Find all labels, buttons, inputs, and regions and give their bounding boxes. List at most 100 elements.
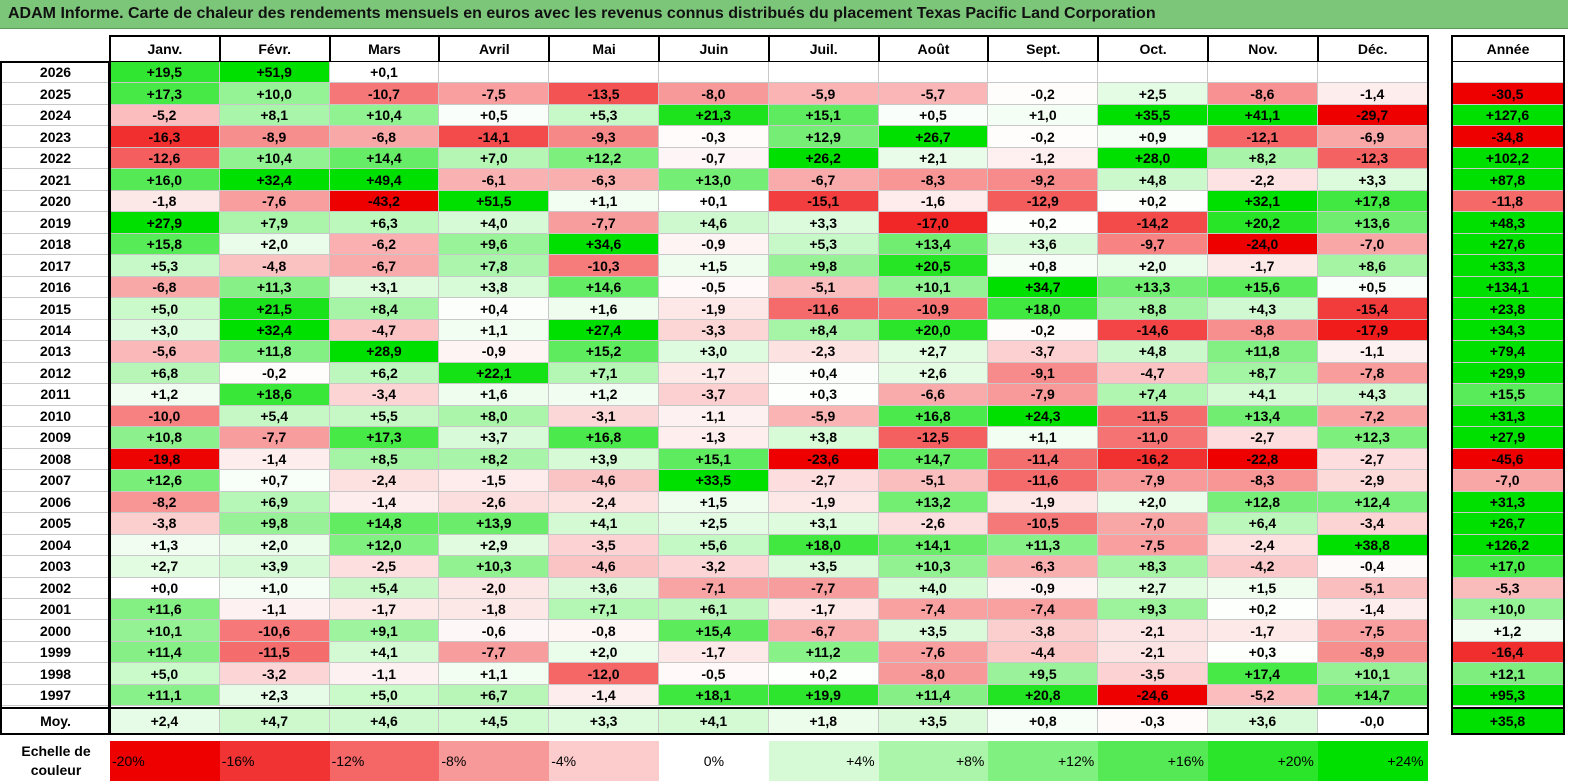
heatmap-cell: +7,9 <box>219 212 330 234</box>
heatmap-cell: +2,5 <box>1098 83 1208 105</box>
heatmap-cell: +5,3 <box>549 104 659 127</box>
month-header: Mars <box>329 36 440 62</box>
year-total-cell: +134,1 <box>1452 276 1564 299</box>
year-total-cell: +12,1 <box>1452 663 1564 685</box>
heatmap-cell: -3,5 <box>549 534 659 557</box>
heatmap-cell: -1,7 <box>768 599 879 621</box>
heatmap-cell: -1,5 <box>439 470 550 492</box>
heatmap-cell: -12,0 <box>549 663 659 685</box>
color-scale-swatch: -20% <box>110 741 220 781</box>
heatmap-cell: +3,7 <box>439 427 550 449</box>
heatmap-cell: -5,6 <box>110 341 220 363</box>
average-label: Moy. <box>2 708 110 735</box>
heatmap-cell: +5,3 <box>768 233 879 256</box>
heatmap-cell: -0,2 <box>988 126 1099 148</box>
heatmap-cell: -5,7 <box>878 83 989 105</box>
heatmap-cell: -7,8 <box>1317 362 1428 385</box>
heatmap-cell: -0,7 <box>659 147 769 170</box>
heatmap-cell: -1,7 <box>1208 620 1318 642</box>
heatmap-cell: -2,3 <box>768 341 879 363</box>
heatmap-cell: +3,8 <box>439 276 550 299</box>
heatmap-cell: -1,8 <box>439 599 550 621</box>
heatmap-cell: -4,7 <box>329 319 440 342</box>
heatmap-cell: -17,9 <box>1317 319 1428 342</box>
heatmap-cell: +1,2 <box>549 384 659 406</box>
heatmap-cell: +15,6 <box>1208 276 1318 299</box>
heatmap-cell: +9,1 <box>329 620 440 642</box>
year-total-cell: +31,3 <box>1452 491 1564 514</box>
heatmap-cell: -12,9 <box>988 190 1099 213</box>
heatmap-cell: +1,6 <box>439 384 550 406</box>
heatmap-cell: -15,4 <box>1317 298 1428 320</box>
heatmap-cell: +2,3 <box>219 684 330 707</box>
heatmap-cell: -24,0 <box>1208 233 1318 256</box>
heatmap-cell: +20,2 <box>1208 212 1318 234</box>
year-label: 2022 <box>2 147 110 170</box>
heatmap-cell: -2,7 <box>768 470 879 492</box>
heatmap-cell <box>768 62 879 84</box>
heatmap-cell: -23,6 <box>768 448 879 471</box>
heatmap-cell: +1,1 <box>988 427 1099 449</box>
year-total-cell: -16,4 <box>1452 641 1564 664</box>
year-total-cell: +17,0 <box>1452 556 1564 578</box>
heatmap-cell: -2,7 <box>1317 448 1428 471</box>
heatmap-cell: +1,1 <box>439 663 550 685</box>
heatmap-cell: +8,2 <box>439 448 550 471</box>
chart-title: ADAM Informe. Carte de chaleur des rende… <box>8 5 1156 22</box>
heatmap-cell: +3,1 <box>768 513 879 535</box>
heatmap-cell <box>439 62 550 84</box>
year-label: 2014 <box>2 319 110 342</box>
average-cell: +4,5 <box>439 708 550 735</box>
heatmap-cell: -10,9 <box>878 298 989 320</box>
heatmap-cell: +32,1 <box>1208 190 1318 213</box>
year-label: 2011 <box>2 384 110 406</box>
heatmap-cell: -5,9 <box>768 405 879 428</box>
heatmap-cell: -4,6 <box>549 556 659 578</box>
year-label: 2024 <box>2 104 110 127</box>
year-total-cell: +15,5 <box>1452 384 1564 406</box>
heatmap-cell: -3,7 <box>988 341 1099 363</box>
year-label: 1998 <box>2 663 110 685</box>
heatmap-cell: +9,5 <box>988 663 1099 685</box>
heatmap-cell: +2,1 <box>878 147 989 170</box>
heatmap-cell: +11,8 <box>219 341 330 363</box>
heatmap-cell: -6,2 <box>329 233 440 256</box>
average-cell: +4,1 <box>659 708 769 735</box>
heatmap-cell: -0,2 <box>988 83 1099 105</box>
heatmap-cell: -0,9 <box>988 577 1099 599</box>
heatmap-cell: +17,4 <box>1208 663 1318 685</box>
heatmap-cell: -1,4 <box>219 448 330 471</box>
heatmap-cell: +9,8 <box>219 513 330 535</box>
heatmap-cell: +3,5 <box>768 556 879 578</box>
heatmap-cell: -8,9 <box>219 126 330 148</box>
heatmap-cell: +9,8 <box>768 255 879 277</box>
heatmap-cell: +8,0 <box>439 405 550 428</box>
heatmap-cell: -7,2 <box>1317 405 1428 428</box>
year-label: 2021 <box>2 169 110 191</box>
heatmap-cell: -2,0 <box>439 577 550 599</box>
heatmap-cell: +5,0 <box>329 684 440 707</box>
heatmap-cell: +0,9 <box>1098 126 1208 148</box>
color-scale-swatch: +24% <box>1317 741 1428 781</box>
year-total-header: Année <box>1452 36 1564 62</box>
year-total-cell: +87,8 <box>1452 169 1564 191</box>
heatmap-cell: -0,4 <box>1317 556 1428 578</box>
heatmap-cell: +11,6 <box>110 599 220 621</box>
heatmap-cell: +27,9 <box>110 212 220 234</box>
year-total-cell <box>1452 62 1564 84</box>
heatmap-cell: +0,4 <box>768 362 879 385</box>
heatmap-cell: -9,3 <box>549 126 659 148</box>
heatmap-cell: +21,5 <box>219 298 330 320</box>
heatmap-cell: +10,8 <box>110 427 220 449</box>
heatmap-cell: +4,8 <box>1098 169 1208 191</box>
month-header: Août <box>878 36 989 62</box>
year-label: 2023 <box>2 126 110 148</box>
heatmap-cell: -3,1 <box>549 405 659 428</box>
heatmap-cell: +13,0 <box>659 169 769 191</box>
heatmap-cell: -14,6 <box>1098 319 1208 342</box>
heatmap-cell: +4,1 <box>1208 384 1318 406</box>
heatmap-cell: -19,8 <box>110 448 220 471</box>
heatmap-cell: +0,2 <box>1208 599 1318 621</box>
month-header: Avril <box>439 36 550 62</box>
heatmap-cell: -4,2 <box>1208 556 1318 578</box>
